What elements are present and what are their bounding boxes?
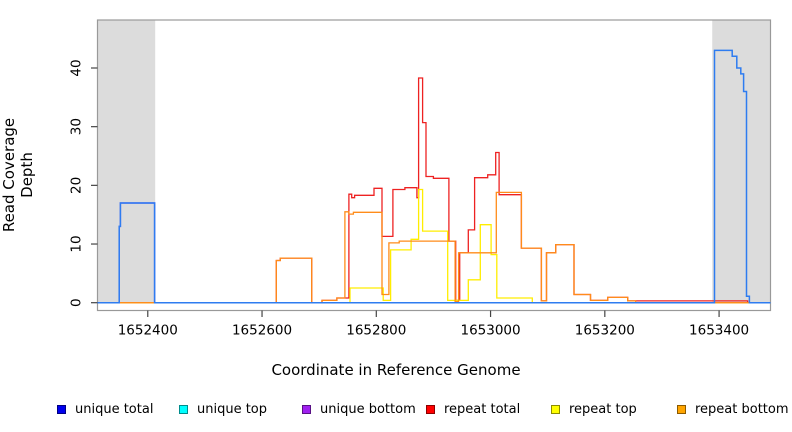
y-tick-label: 20 <box>69 177 85 194</box>
legend-swatch-unique-bottom <box>302 404 311 414</box>
y-axis-title: Read Coverage Depth <box>0 117 36 233</box>
legend-label: unique total <box>75 401 154 417</box>
legend-item-unique-total: unique total <box>57 401 153 417</box>
legend-swatch-repeat-bottom <box>677 404 686 414</box>
legend-label: repeat top <box>569 401 637 417</box>
x-tick-label: 1652600 <box>232 323 292 339</box>
legend-label: unique bottom <box>320 401 416 417</box>
series-repeat-bottom <box>97 191 771 304</box>
x-tick-label: 1652800 <box>346 323 406 339</box>
legend-item-unique-bottom: unique bottom <box>302 401 416 417</box>
series-repeat-total <box>97 77 771 304</box>
legend-swatch-repeat-total <box>426 404 435 414</box>
legend-label: repeat bottom <box>695 401 789 417</box>
x-tick-label: 1653400 <box>689 323 749 339</box>
series-unique-total <box>97 49 771 304</box>
plot-border <box>96 19 772 312</box>
legend-label: repeat total <box>444 401 521 417</box>
y-tick-label: 30 <box>69 118 85 135</box>
coverage-chart-canvas: 1652400 1652600 1652800 1653000 1653200 16534… <box>69 19 772 339</box>
series-unique-bottom <box>97 202 771 304</box>
legend-swatch-repeat-top <box>551 404 560 414</box>
legend-item-repeat-bottom: repeat bottom <box>677 401 789 417</box>
chart-legend: unique total unique top unique bottom repea… <box>0 401 792 421</box>
masked-region-1 <box>97 20 156 304</box>
legend-label: unique top <box>197 401 268 417</box>
x-tick-label: 1653200 <box>575 323 635 339</box>
legend-item-unique-top: unique top <box>179 401 267 417</box>
legend-item-repeat-top: repeat top <box>551 401 637 417</box>
y-tick-label: 10 <box>69 235 85 252</box>
y-tick-label: 0 <box>69 298 85 307</box>
legend-item-repeat-total: repeat total <box>426 401 520 417</box>
legend-swatch-unique-top <box>179 404 188 414</box>
x-axis-title: Coordinate in Reference Genome <box>271 361 521 379</box>
series-repeat-top <box>97 188 771 304</box>
x-tick-label: 1652400 <box>118 323 178 339</box>
y-tick-label: 40 <box>69 59 85 76</box>
masked-region-2 <box>712 20 771 304</box>
x-tick-label: 1653000 <box>460 323 520 339</box>
legend-swatch-unique-total <box>57 404 66 414</box>
